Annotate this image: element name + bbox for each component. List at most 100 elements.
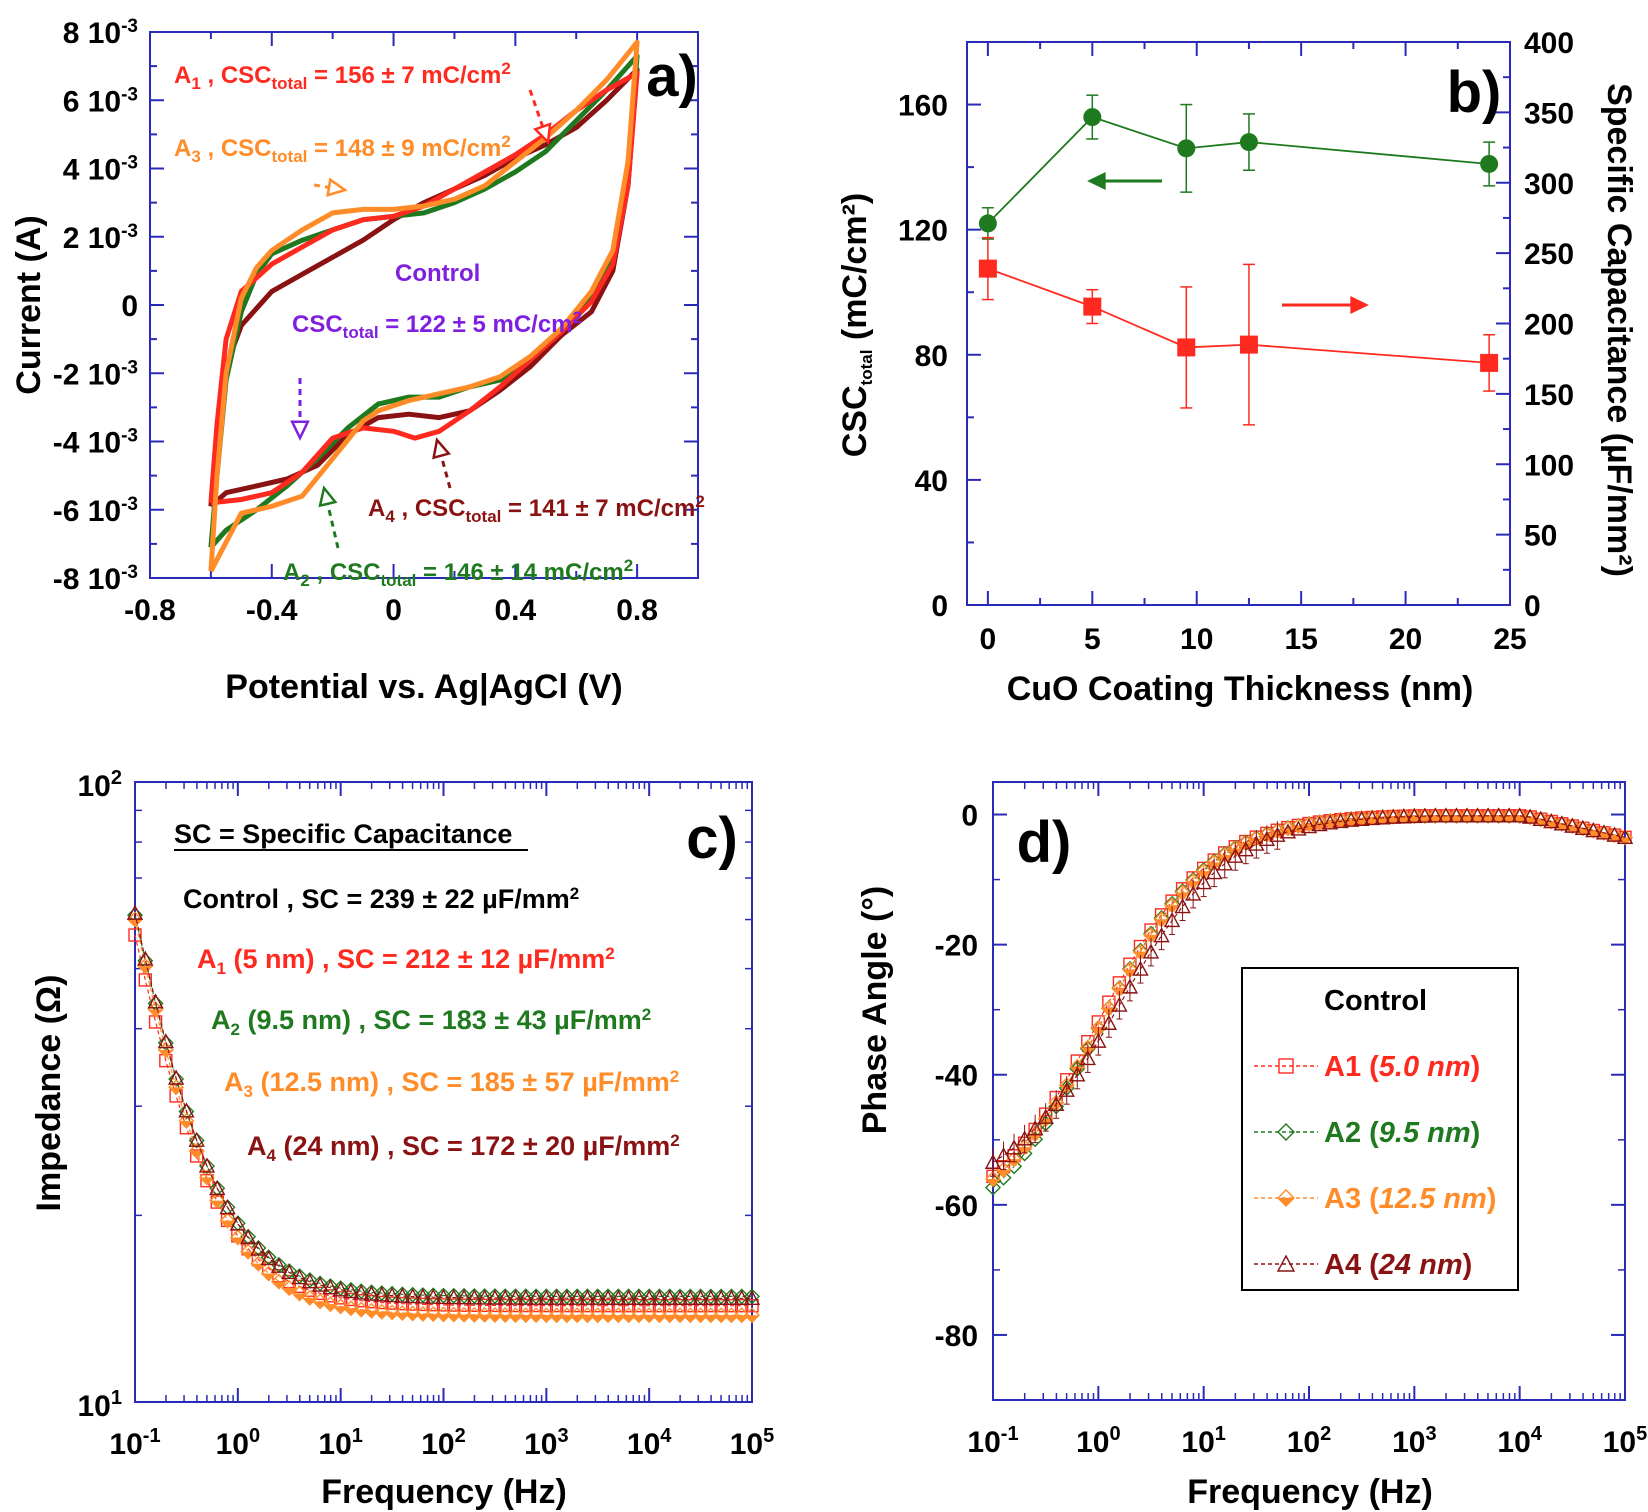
y-tick-label: -4 10-3 [53, 425, 138, 459]
phase-point-a4 [1437, 807, 1455, 823]
phase-point-a4 [1048, 1095, 1065, 1112]
x-tick-exponent: -1 [143, 1425, 161, 1447]
phase-point-a3-fill [1481, 815, 1496, 823]
legend-label-detail: 5.0 nm [1379, 1051, 1471, 1083]
panel-label: a) [646, 44, 698, 109]
phase-point-a3-fill [1386, 816, 1401, 824]
impedance-point-a4 [640, 1289, 658, 1305]
y-axis-label: Phase Angle (°) [856, 886, 894, 1135]
impedance-point-a3 [497, 1307, 514, 1324]
annotation-a4-part: A [368, 495, 385, 522]
impedance-point-a4 [435, 1288, 452, 1305]
phase-point-a4 [1595, 824, 1613, 840]
legend-label-detail: 12.5 nm [1379, 1183, 1487, 1215]
impedance-point-a4 [373, 1286, 390, 1302]
impedance-point-a1 [385, 1296, 399, 1310]
cv-curve-control [211, 124, 637, 472]
legend-paren-close: ) [1471, 1117, 1481, 1149]
impedance-point-a3-outline [229, 1229, 246, 1246]
impedance-point-a3-fill [601, 1315, 616, 1323]
phase-point-a4 [1574, 819, 1592, 835]
legend-marker-a3-fill [1278, 1198, 1294, 1206]
impedance-point-a3-fill [302, 1297, 317, 1305]
phase-point-a4 [1479, 807, 1497, 823]
impedance-point-a4 [599, 1289, 617, 1305]
phase-point-a3-fill [986, 1178, 1000, 1186]
impedance-point-a1 [457, 1298, 471, 1312]
legend-label-name: A3 [1324, 1183, 1361, 1215]
impedance-point-a1 [591, 1298, 605, 1313]
impedance-point-a1 [364, 1295, 379, 1309]
impedance-point-a1 [375, 1295, 389, 1310]
phase-point-a3 [1416, 807, 1433, 824]
legend-entry-a4-part: A [247, 1131, 267, 1161]
csc-line [987, 116, 1490, 225]
impedance-point-a3-fill [282, 1288, 297, 1296]
annotation-control-label: Control [395, 260, 480, 287]
impedance-point-a3 [425, 1306, 442, 1323]
impedance-point-a4 [579, 1289, 596, 1305]
legend-entry-a3: A3 (12.5 nm) , SC = 185 ± 57 µF/mm2 [224, 1067, 679, 1101]
impedance-point-a3 [744, 1307, 760, 1324]
annotation-a2-part: 2 [624, 556, 633, 575]
legend-entry-a3-part: 2 [670, 1067, 679, 1086]
annotation-a1-part: 2 [501, 59, 510, 78]
annotation-a3-part: total [272, 147, 308, 166]
impedance-point-a3-fill [487, 1314, 502, 1322]
phase-point-a4 [1616, 828, 1634, 845]
x-tick-label: 105 [730, 1425, 775, 1461]
impedance-point-a3-fill [724, 1315, 739, 1323]
impedance-point-a3-fill [611, 1315, 626, 1323]
y-tick-exponent: -3 [121, 493, 138, 514]
phase-point-a4 [1321, 814, 1339, 830]
impedance-point-a1 [632, 1298, 646, 1313]
impedance-line-a3 [134, 919, 752, 1316]
impedance-point-a3-outline [312, 1293, 329, 1310]
phase-point-a3-outline [1279, 820, 1296, 837]
impedance-point-a3-outline [353, 1301, 370, 1318]
y-right-tick-label: 100 [1524, 449, 1574, 482]
impedance-point-a3-outline [486, 1307, 503, 1323]
y-tick-label: 102 [78, 767, 123, 803]
phase-point-a3-outline [1553, 815, 1570, 832]
impedance-point-a4 [219, 1199, 236, 1215]
impedance-point-control [139, 990, 151, 1002]
phase-point-a3-fill [1417, 815, 1432, 823]
impedance-point-a1 [611, 1298, 626, 1313]
x-tick-label: 101 [318, 1425, 363, 1461]
sc-point [978, 259, 997, 278]
legend-label-name: A1 [1324, 1051, 1361, 1083]
y-right-tick-label: 250 [1524, 238, 1574, 271]
y-tick-mantissa: 4 10 [63, 154, 121, 187]
phase-point-a3-fill [1396, 816, 1411, 824]
impedance-point-a3 [281, 1280, 298, 1297]
impedance-point-a3-fill [642, 1315, 657, 1323]
y-tick-label: -2 10-3 [53, 357, 138, 391]
impedance-point-a1 [488, 1298, 502, 1313]
impedance-point-a1 [426, 1297, 440, 1312]
y-left-tick-label: 80 [915, 340, 948, 373]
impedance-point-a2 [486, 1288, 503, 1305]
y-left-axis-label: CSCtotal (mC/cm²) [836, 193, 876, 457]
impedance-point-a4 [661, 1289, 678, 1305]
x-tick-label: 25 [1493, 623, 1526, 656]
impedance-point-a4 [589, 1289, 606, 1305]
impedance-point-a1 [467, 1298, 482, 1312]
impedance-point-a2 [476, 1288, 493, 1305]
annotation-a1-part: A [174, 62, 191, 89]
impedance-point-a3-outline [435, 1306, 452, 1323]
y-tick-exponent: -3 [121, 357, 138, 378]
x-tick-base: 10 [967, 1426, 1000, 1459]
legend-marker-a1 [1278, 1058, 1294, 1074]
impedance-point-a4 [322, 1279, 339, 1295]
impedance-point-a1 [601, 1298, 615, 1313]
phase-point-a3 [1469, 807, 1486, 824]
impedance-point-a4 [507, 1289, 524, 1305]
y-axis-label: Current (A) [10, 215, 48, 394]
phase-point-a4 [1016, 1130, 1033, 1146]
y-tick-label: -8 10-3 [53, 562, 138, 596]
x-tick-exponent: 4 [660, 1425, 672, 1447]
impedance-point-a3-fill [415, 1313, 430, 1321]
x-tick-label: 10 [1180, 623, 1213, 656]
impedance-point-a4 [651, 1289, 668, 1305]
